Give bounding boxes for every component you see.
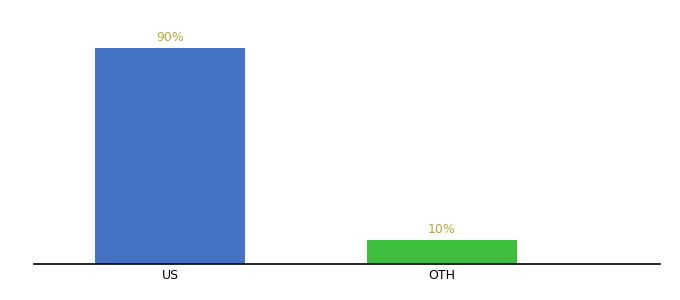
Bar bbox=[367, 240, 517, 264]
Text: 10%: 10% bbox=[428, 224, 456, 236]
Text: 90%: 90% bbox=[156, 32, 184, 44]
Bar bbox=[95, 48, 245, 264]
